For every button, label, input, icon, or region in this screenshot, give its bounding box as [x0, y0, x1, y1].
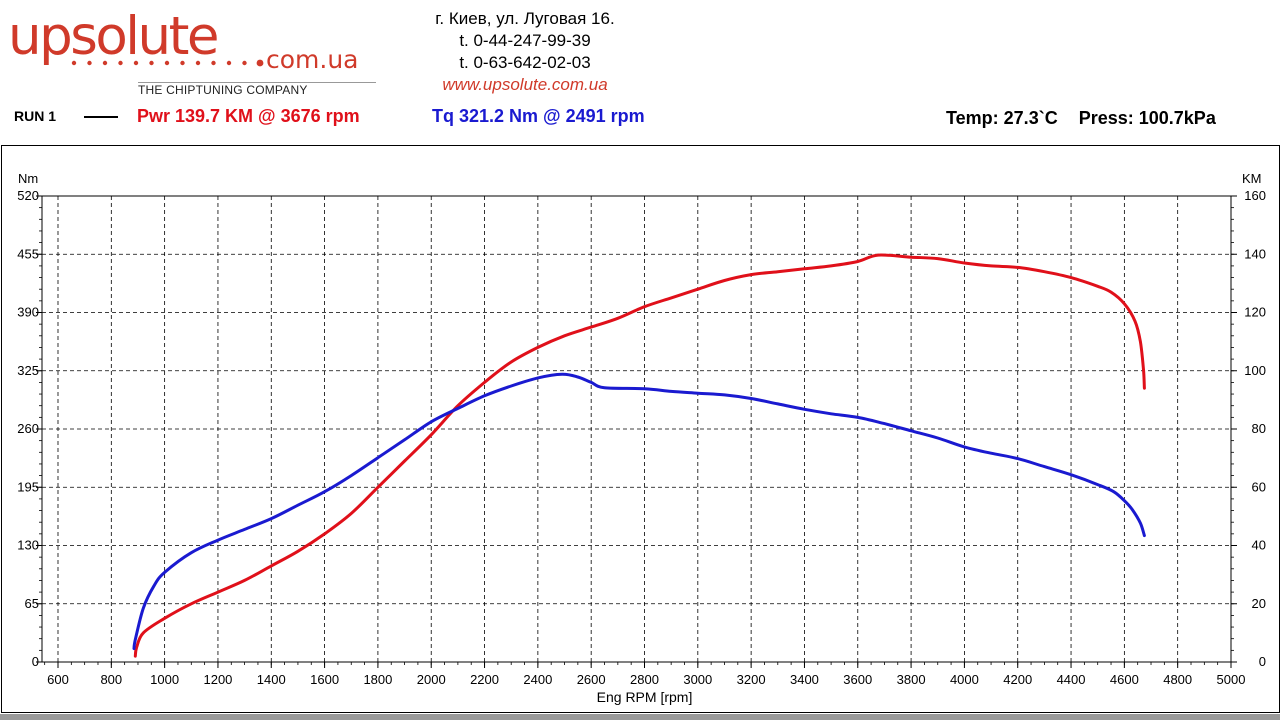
x-tick-label: 2800 [630, 672, 659, 687]
y-right-tick-label: 100 [1244, 363, 1266, 378]
logo-dot [242, 60, 247, 66]
y-left-tick-label: 455 [17, 246, 39, 261]
bottom-scroll-bar [0, 714, 1280, 720]
x-tick-label: 4800 [1163, 672, 1192, 687]
logo-dot [102, 60, 108, 66]
x-tick-label: 4200 [1003, 672, 1032, 687]
dyno-chart: 600 800 1000 1200 1400 1600 1800 2000 2200 2400 26… [17, 171, 1266, 705]
y-left-tick-label: 65 [25, 596, 39, 611]
logo-dots [71, 59, 264, 67]
logo-dot [256, 59, 264, 67]
logo-dot [195, 60, 201, 66]
x-tick-label: 4000 [950, 672, 979, 687]
torque-curve [132, 372, 1146, 651]
y-left-tick-label: 260 [17, 421, 39, 436]
x-tick-label: 2600 [577, 672, 606, 687]
x-tick-label: 1200 [203, 672, 232, 687]
x-tick-label: 3200 [737, 672, 766, 687]
logo-dot [164, 60, 170, 66]
dyno-chart-frame: 600 800 1000 1200 1400 1600 1800 2000 2200 2400 26… [1, 145, 1280, 713]
logo-dot [211, 60, 216, 66]
x-tick-label: 3000 [683, 672, 712, 687]
y-right-tick-label: 60 [1252, 479, 1266, 494]
x-tick-label: 2400 [523, 672, 552, 687]
logo-dot [149, 60, 154, 66]
contact-block: г. Киев, ул. Луговая 16. t. 0-44-247-99-… [380, 8, 670, 96]
logo-dot [87, 60, 92, 66]
y-right-tick-label: 20 [1252, 596, 1266, 611]
series-layer [132, 253, 1146, 658]
x-tick-label: 1400 [257, 672, 286, 687]
grid-layer [42, 196, 1231, 662]
logo-tagline: THE CHIPTUNING COMPANY [138, 82, 376, 97]
y-right-tick-label: 120 [1244, 305, 1266, 320]
logo-domain: com.ua [266, 45, 359, 74]
y-right-tick-label: 140 [1244, 246, 1266, 261]
x-tick-label: 1000 [150, 672, 179, 687]
x-tick-label: 800 [100, 672, 122, 687]
y-left-tick-label: 390 [17, 305, 39, 320]
x-tick-label: 4600 [1110, 672, 1139, 687]
y-left-tick-label: 520 [17, 188, 39, 203]
contact-phone-2: t. 0-63-642-02-03 [459, 53, 591, 72]
y-left-tick-label: 195 [17, 479, 39, 494]
temperature-label: Temp: 27.3`C [946, 108, 1058, 128]
logo-dot [226, 60, 232, 66]
y-right-tick-label: 40 [1252, 538, 1266, 553]
axis-layer: 600 800 1000 1200 1400 1600 1800 2000 2200 2400 26… [17, 188, 1266, 687]
x-tick-label: 1600 [310, 672, 339, 687]
y-left-tick-label: 325 [17, 363, 39, 378]
contact-website-link[interactable]: www.upsolute.com.ua [442, 75, 608, 94]
power-curve [133, 253, 1146, 658]
power-peak-label: Pwr 139.7 KM @ 3676 rpm [137, 106, 360, 126]
logo-dot [133, 60, 139, 66]
environment-conditions: Temp: 27.3`C Press: 100.7kPa [946, 108, 1232, 129]
x-tick-label: 600 [47, 672, 69, 687]
x-axis-title: Eng RPM [rpm] [597, 689, 693, 705]
logo-wordmark: upsolute [8, 6, 219, 67]
x-tick-label: 4400 [1057, 672, 1086, 687]
x-tick-label: 3600 [843, 672, 872, 687]
y-left-tick-label: 0 [32, 654, 39, 669]
logo-dot [180, 60, 185, 66]
logo-dot [118, 60, 123, 66]
run-legend-line [84, 116, 118, 118]
x-tick-label: 3400 [790, 672, 819, 687]
x-tick-label: 2000 [417, 672, 446, 687]
run-summary-header: RUN 1 Pwr 139.7 KM @ 3676 rpm Tq 321.2 N… [0, 104, 1280, 132]
y-axis-left-title: Nm [18, 171, 38, 186]
y-right-tick-label: 160 [1244, 188, 1266, 203]
company-logo: upsolute com.ua THE CHIPTUNING COMPANY [0, 0, 400, 100]
logo-dot [71, 60, 77, 66]
x-tick-label: 3800 [897, 672, 926, 687]
y-left-tick-label: 130 [17, 538, 39, 553]
contact-address: г. Киев, ул. Луговая 16. [435, 9, 615, 28]
x-tick-label: 5000 [1217, 672, 1246, 687]
torque-peak-label: Tq 321.2 Nm @ 2491 rpm [432, 106, 645, 126]
y-right-tick-label: 0 [1259, 654, 1266, 669]
contact-phone-1: t. 0-44-247-99-39 [459, 31, 591, 50]
y-axis-right-title: KM [1242, 171, 1262, 186]
pressure-label: Press: 100.7kPa [1078, 108, 1216, 128]
run-label: RUN 1 [14, 108, 57, 124]
x-tick-label: 1800 [363, 672, 392, 687]
y-right-tick-label: 80 [1252, 421, 1266, 436]
x-tick-label: 2200 [470, 672, 499, 687]
